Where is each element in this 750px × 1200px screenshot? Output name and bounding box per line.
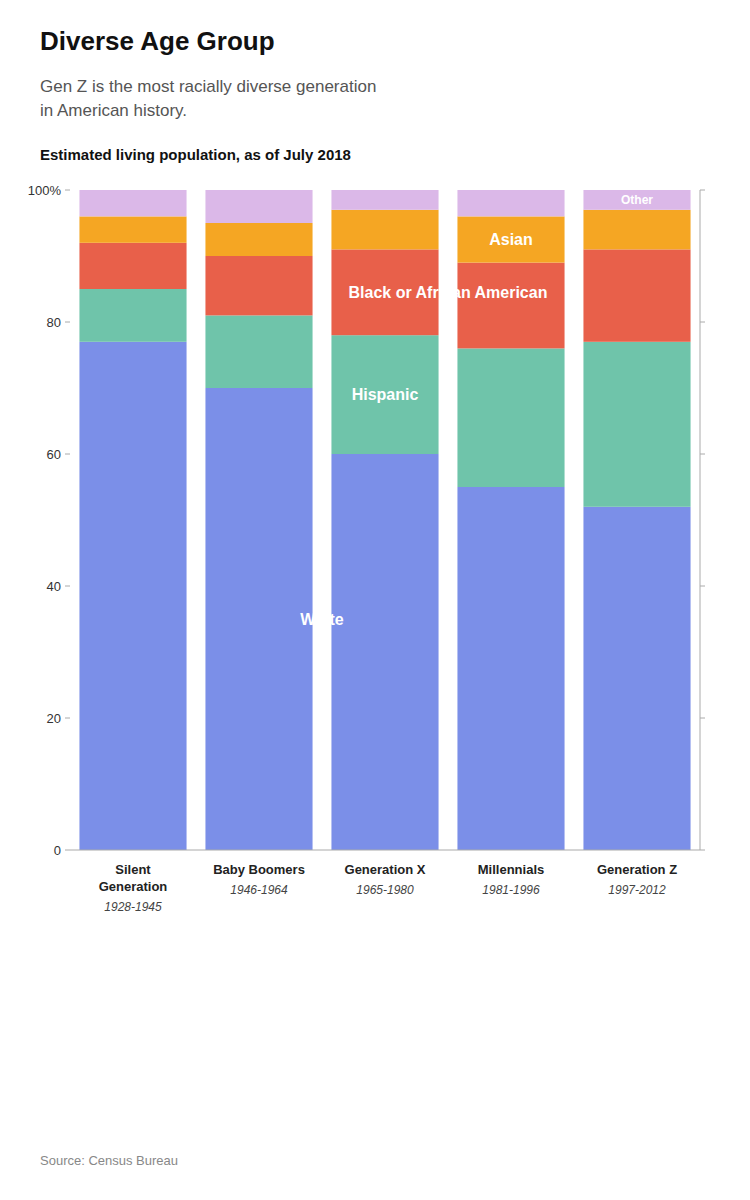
bar-segment (205, 315, 312, 388)
x-tick-labels: Silent Generation 1928-1945 Baby Boomers 194… (99, 862, 677, 914)
x-tick-label: Generation Z 1997-2012 (597, 862, 677, 897)
y-tick-right (700, 718, 705, 719)
y-tick-right (700, 322, 705, 323)
bar-segment (331, 335, 438, 454)
segment-label: Hispanic (352, 386, 419, 403)
y-tick (65, 322, 70, 323)
segment-label: Other (621, 193, 653, 207)
category-name: Generation X (345, 862, 426, 877)
subtitle-line: in American history. (40, 101, 187, 120)
y-tick-label: 20 (47, 711, 61, 726)
x-tick-label: Silent Generation 1928-1945 (99, 862, 168, 914)
bar-segment (331, 210, 438, 250)
y-tick-label: 0 (54, 843, 61, 858)
y-tick-right (700, 454, 705, 455)
bar-segment (205, 223, 312, 256)
category-years: 1928-1945 (104, 900, 162, 914)
bar-segment (583, 190, 690, 210)
bar-segment (79, 243, 186, 289)
category-years: 1946-1964 (230, 883, 288, 897)
segment-label: Asian (489, 231, 533, 248)
bar-segment (457, 190, 564, 216)
title: Diverse Age Group (40, 26, 275, 56)
bar-segment (79, 216, 186, 242)
segment-labels: White Hispanic Black or African American As… (300, 193, 653, 628)
bar-segment (205, 388, 312, 850)
category-years: 1965-1980 (356, 883, 414, 897)
bar-segment (331, 454, 438, 850)
bar-segment (457, 216, 564, 262)
bar-segment (79, 342, 186, 850)
segment-label: Black or African American (349, 284, 548, 301)
category-name: Generation Z (597, 862, 677, 877)
y-ticks: 0 20 40 60 80 100% (28, 183, 705, 858)
bar-segment (583, 342, 690, 507)
category-years: 1997-2012 (608, 883, 666, 897)
y-tick (65, 850, 70, 851)
chart-container: Diverse Age Group Gen Z is the most racia… (0, 0, 750, 1200)
x-tick-label: Generation X 1965-1980 (345, 862, 426, 897)
y-tick (65, 190, 70, 191)
bar-segment (457, 348, 564, 487)
bar-segment (331, 190, 438, 210)
segment-label: White (300, 611, 344, 628)
category-years: 1981-1996 (482, 883, 540, 897)
bar-segment (79, 289, 186, 342)
subtitle-line: Gen Z is the most racially diverse gener… (40, 77, 376, 96)
y-tick (65, 718, 70, 719)
y-tick-label: 40 (47, 579, 61, 594)
separator (573, 190, 574, 850)
bar-segment (457, 263, 564, 349)
separator (321, 190, 322, 850)
category-name: Baby Boomers (213, 862, 305, 877)
bars (79, 190, 690, 850)
subtitle: Gen Z is the most racially diverse gener… (40, 77, 376, 120)
y-tick-right (700, 190, 705, 191)
bar-segment (457, 487, 564, 850)
bar-segment (583, 507, 690, 850)
category-name: Silent (115, 862, 151, 877)
y-tick (65, 454, 70, 455)
x-tick-label: Baby Boomers 1946-1964 (213, 862, 305, 897)
separator (195, 190, 196, 850)
y-tick (65, 586, 70, 587)
chart-label: Estimated living population, as of July … (40, 146, 351, 163)
category-name: Generation (99, 879, 168, 894)
source: Source: Census Bureau (40, 1153, 178, 1168)
bar-segment (583, 249, 690, 341)
chart-svg: Diverse Age Group Gen Z is the most racia… (0, 0, 750, 1200)
y-tick-right (700, 586, 705, 587)
bar-segment (583, 210, 690, 250)
bar-segment (79, 190, 186, 216)
y-tick-label: 100% (28, 183, 62, 198)
y-tick-label: 60 (47, 447, 61, 462)
y-tick-label: 80 (47, 315, 61, 330)
bar-segment (205, 256, 312, 315)
x-axis-line (70, 850, 700, 851)
bar-segment (205, 190, 312, 223)
right-axis-line (700, 190, 701, 850)
category-name: Millennials (478, 862, 544, 877)
x-tick-label: Millennials 1981-1996 (478, 862, 544, 897)
y-tick-right (700, 850, 705, 851)
